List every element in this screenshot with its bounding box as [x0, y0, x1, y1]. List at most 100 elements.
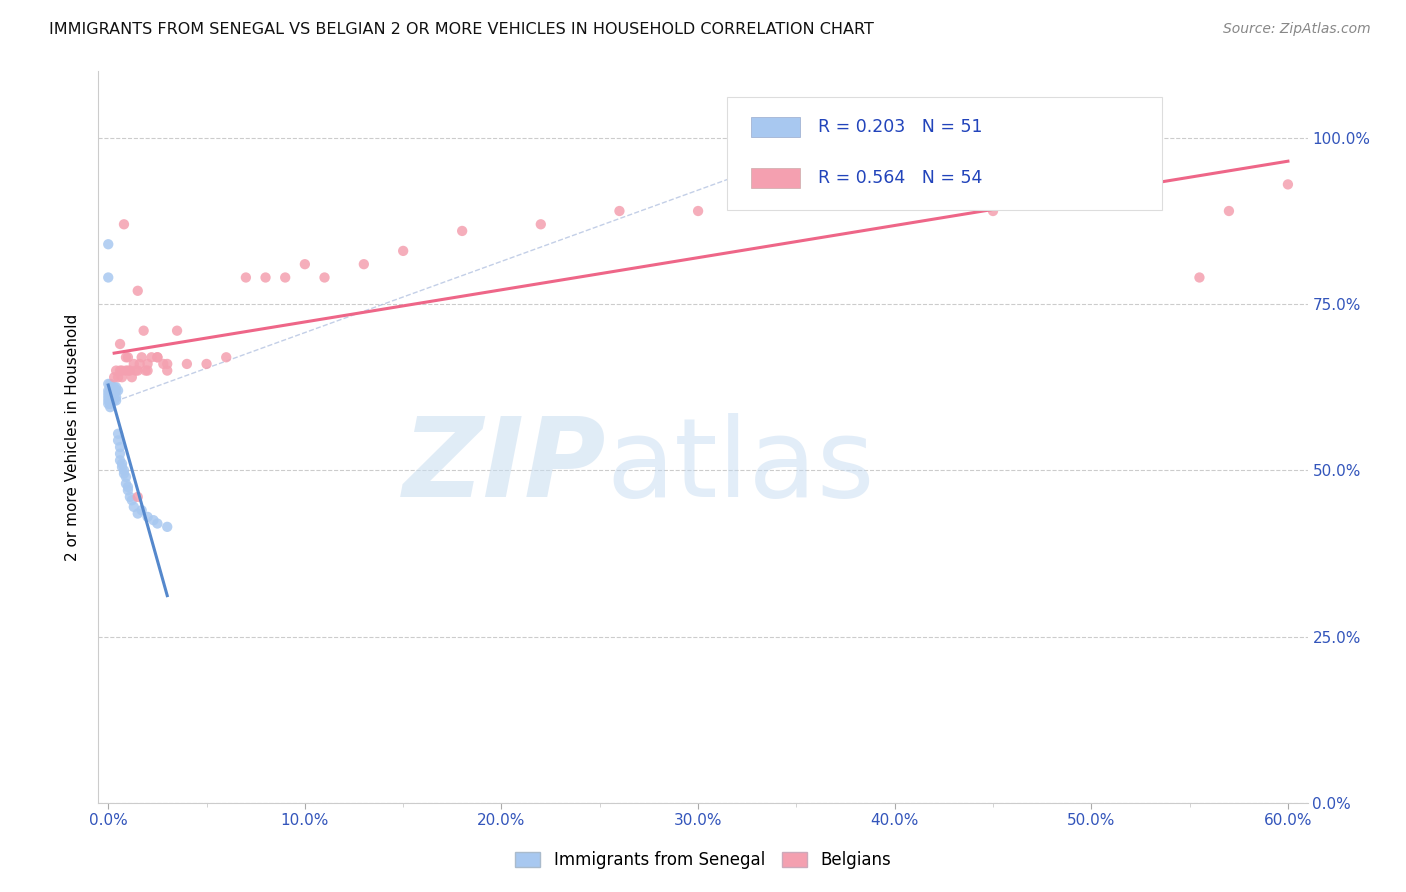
Point: [981, 204, 1004, 219]
Point: [98, 376, 121, 391]
Point: [156, 363, 179, 377]
Point: [101, 380, 124, 394]
FancyBboxPatch shape: [751, 117, 800, 137]
Point: [117, 483, 139, 498]
Point: [118, 363, 141, 377]
Point: [609, 204, 631, 219]
Point: [146, 351, 169, 365]
Text: Source: ZipAtlas.com: Source: ZipAtlas.com: [1223, 22, 1371, 37]
Point: [132, 324, 155, 338]
Point: [111, 457, 134, 471]
Point: [883, 197, 905, 211]
Point: [127, 284, 149, 298]
Text: IMMIGRANTS FROM SENEGAL VS BELGIAN 2 OR MORE VEHICLES IN HOUSEHOLD CORRELATION C: IMMIGRANTS FROM SENEGAL VS BELGIAN 2 OR …: [49, 22, 875, 37]
Point: [115, 351, 138, 365]
Point: [117, 363, 139, 377]
Point: [118, 490, 141, 504]
Point: [146, 351, 169, 365]
Point: [451, 224, 474, 238]
Point: [98, 393, 121, 408]
Point: [108, 337, 131, 351]
Point: [314, 270, 336, 285]
Point: [131, 503, 153, 517]
Point: [1277, 178, 1299, 192]
Point: [115, 470, 138, 484]
Point: [254, 270, 277, 285]
Point: [142, 513, 165, 527]
Point: [1218, 204, 1240, 219]
Point: [98, 384, 121, 398]
Point: [115, 476, 138, 491]
Point: [98, 390, 121, 404]
Point: [97, 393, 120, 408]
Point: [101, 387, 124, 401]
Point: [107, 370, 129, 384]
Point: [103, 393, 125, 408]
Point: [235, 270, 257, 285]
Point: [103, 390, 125, 404]
Text: R = 0.564   N = 54: R = 0.564 N = 54: [818, 169, 983, 187]
Text: R = 0.203   N = 51: R = 0.203 N = 51: [818, 118, 983, 136]
Point: [115, 363, 138, 377]
Point: [156, 357, 179, 371]
Point: [98, 400, 121, 414]
Point: [108, 453, 131, 467]
Point: [97, 390, 120, 404]
Point: [688, 204, 710, 219]
Point: [107, 384, 129, 398]
Point: [131, 351, 153, 365]
Point: [117, 480, 139, 494]
Point: [111, 370, 134, 384]
Point: [127, 363, 149, 377]
Point: [103, 387, 125, 401]
Point: [392, 244, 415, 258]
Point: [215, 351, 238, 365]
Point: [97, 237, 120, 252]
Point: [530, 217, 553, 231]
Point: [166, 324, 188, 338]
Point: [97, 270, 120, 285]
Point: [1119, 191, 1142, 205]
Point: [152, 357, 174, 371]
Point: [127, 490, 149, 504]
Point: [97, 376, 120, 391]
FancyBboxPatch shape: [727, 97, 1163, 211]
Point: [156, 520, 179, 534]
Point: [107, 426, 129, 441]
Point: [111, 363, 134, 377]
Point: [136, 509, 159, 524]
Point: [135, 363, 157, 377]
Point: [105, 363, 128, 377]
Point: [103, 380, 125, 394]
Point: [107, 434, 129, 448]
Point: [122, 357, 145, 371]
Point: [127, 507, 149, 521]
Point: [108, 440, 131, 454]
Point: [111, 460, 134, 475]
Point: [146, 516, 169, 531]
Point: [98, 387, 121, 401]
Point: [112, 463, 135, 477]
Point: [105, 380, 128, 394]
Point: [136, 363, 159, 377]
Point: [101, 393, 124, 408]
Point: [353, 257, 375, 271]
Legend: Immigrants from Senegal, Belgians: Immigrants from Senegal, Belgians: [509, 845, 897, 876]
Point: [128, 357, 150, 371]
Point: [101, 384, 124, 398]
Point: [101, 390, 124, 404]
Point: [97, 387, 120, 401]
Point: [105, 390, 128, 404]
Point: [1099, 191, 1122, 205]
Point: [121, 370, 143, 384]
Text: atlas: atlas: [606, 413, 875, 520]
Point: [294, 257, 316, 271]
Point: [1188, 270, 1211, 285]
Point: [122, 500, 145, 514]
Point: [97, 384, 120, 398]
Point: [105, 393, 128, 408]
Point: [195, 357, 218, 371]
Point: [112, 467, 135, 481]
Point: [136, 357, 159, 371]
Point: [103, 384, 125, 398]
